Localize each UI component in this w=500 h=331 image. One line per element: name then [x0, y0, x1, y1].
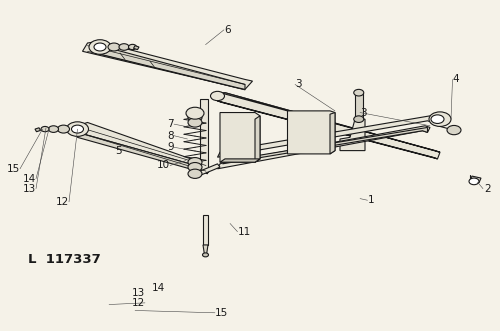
Polygon shape — [218, 93, 440, 159]
Polygon shape — [134, 46, 139, 50]
Polygon shape — [78, 122, 208, 169]
Circle shape — [72, 125, 84, 133]
Circle shape — [89, 40, 111, 54]
Text: 14: 14 — [152, 283, 165, 293]
Polygon shape — [220, 113, 260, 162]
Text: 12: 12 — [132, 298, 145, 308]
Circle shape — [354, 116, 364, 122]
Polygon shape — [288, 111, 335, 154]
Circle shape — [58, 125, 70, 133]
Circle shape — [202, 253, 208, 257]
Polygon shape — [255, 116, 260, 162]
Polygon shape — [200, 99, 207, 172]
Text: 3: 3 — [295, 79, 302, 89]
Text: 2: 2 — [484, 184, 490, 194]
Circle shape — [119, 44, 129, 50]
Polygon shape — [470, 176, 481, 183]
Circle shape — [188, 118, 202, 127]
Text: 13: 13 — [23, 184, 36, 194]
Text: 1: 1 — [368, 195, 374, 205]
Polygon shape — [203, 245, 208, 255]
Text: 12: 12 — [56, 197, 69, 207]
Polygon shape — [78, 132, 208, 174]
Text: 7: 7 — [168, 119, 174, 129]
Polygon shape — [203, 215, 208, 245]
Circle shape — [41, 126, 49, 132]
Text: 10: 10 — [157, 161, 170, 170]
Text: 11: 11 — [238, 227, 251, 237]
Polygon shape — [218, 101, 438, 159]
Text: 15: 15 — [215, 308, 228, 318]
Text: L  117337: L 117337 — [28, 253, 100, 266]
Polygon shape — [330, 113, 335, 154]
Circle shape — [186, 107, 204, 119]
Circle shape — [48, 126, 58, 132]
Circle shape — [354, 89, 364, 96]
Text: 15: 15 — [7, 164, 20, 174]
Polygon shape — [82, 41, 252, 89]
Circle shape — [429, 112, 451, 126]
Circle shape — [447, 125, 461, 135]
Text: 13: 13 — [132, 288, 145, 298]
Polygon shape — [198, 164, 220, 175]
Circle shape — [188, 169, 202, 178]
Text: 6: 6 — [224, 25, 230, 35]
Circle shape — [188, 113, 202, 122]
Polygon shape — [35, 128, 40, 132]
Circle shape — [66, 122, 88, 136]
Polygon shape — [218, 126, 430, 169]
Text: 14: 14 — [23, 174, 36, 184]
Text: 9: 9 — [168, 142, 174, 152]
Polygon shape — [355, 93, 362, 119]
Text: 8: 8 — [168, 131, 174, 141]
Text: 4: 4 — [452, 74, 459, 84]
Polygon shape — [220, 93, 440, 152]
Circle shape — [469, 178, 479, 185]
Polygon shape — [95, 46, 245, 89]
Text: 3: 3 — [360, 108, 366, 118]
Circle shape — [188, 163, 202, 172]
Polygon shape — [222, 127, 428, 164]
Circle shape — [108, 43, 120, 51]
Circle shape — [94, 43, 106, 51]
Circle shape — [128, 44, 136, 50]
Circle shape — [431, 115, 444, 123]
Text: 5: 5 — [115, 146, 121, 156]
Polygon shape — [218, 116, 435, 157]
Circle shape — [188, 158, 202, 167]
Circle shape — [210, 91, 224, 101]
Polygon shape — [340, 119, 365, 151]
Polygon shape — [220, 159, 260, 162]
